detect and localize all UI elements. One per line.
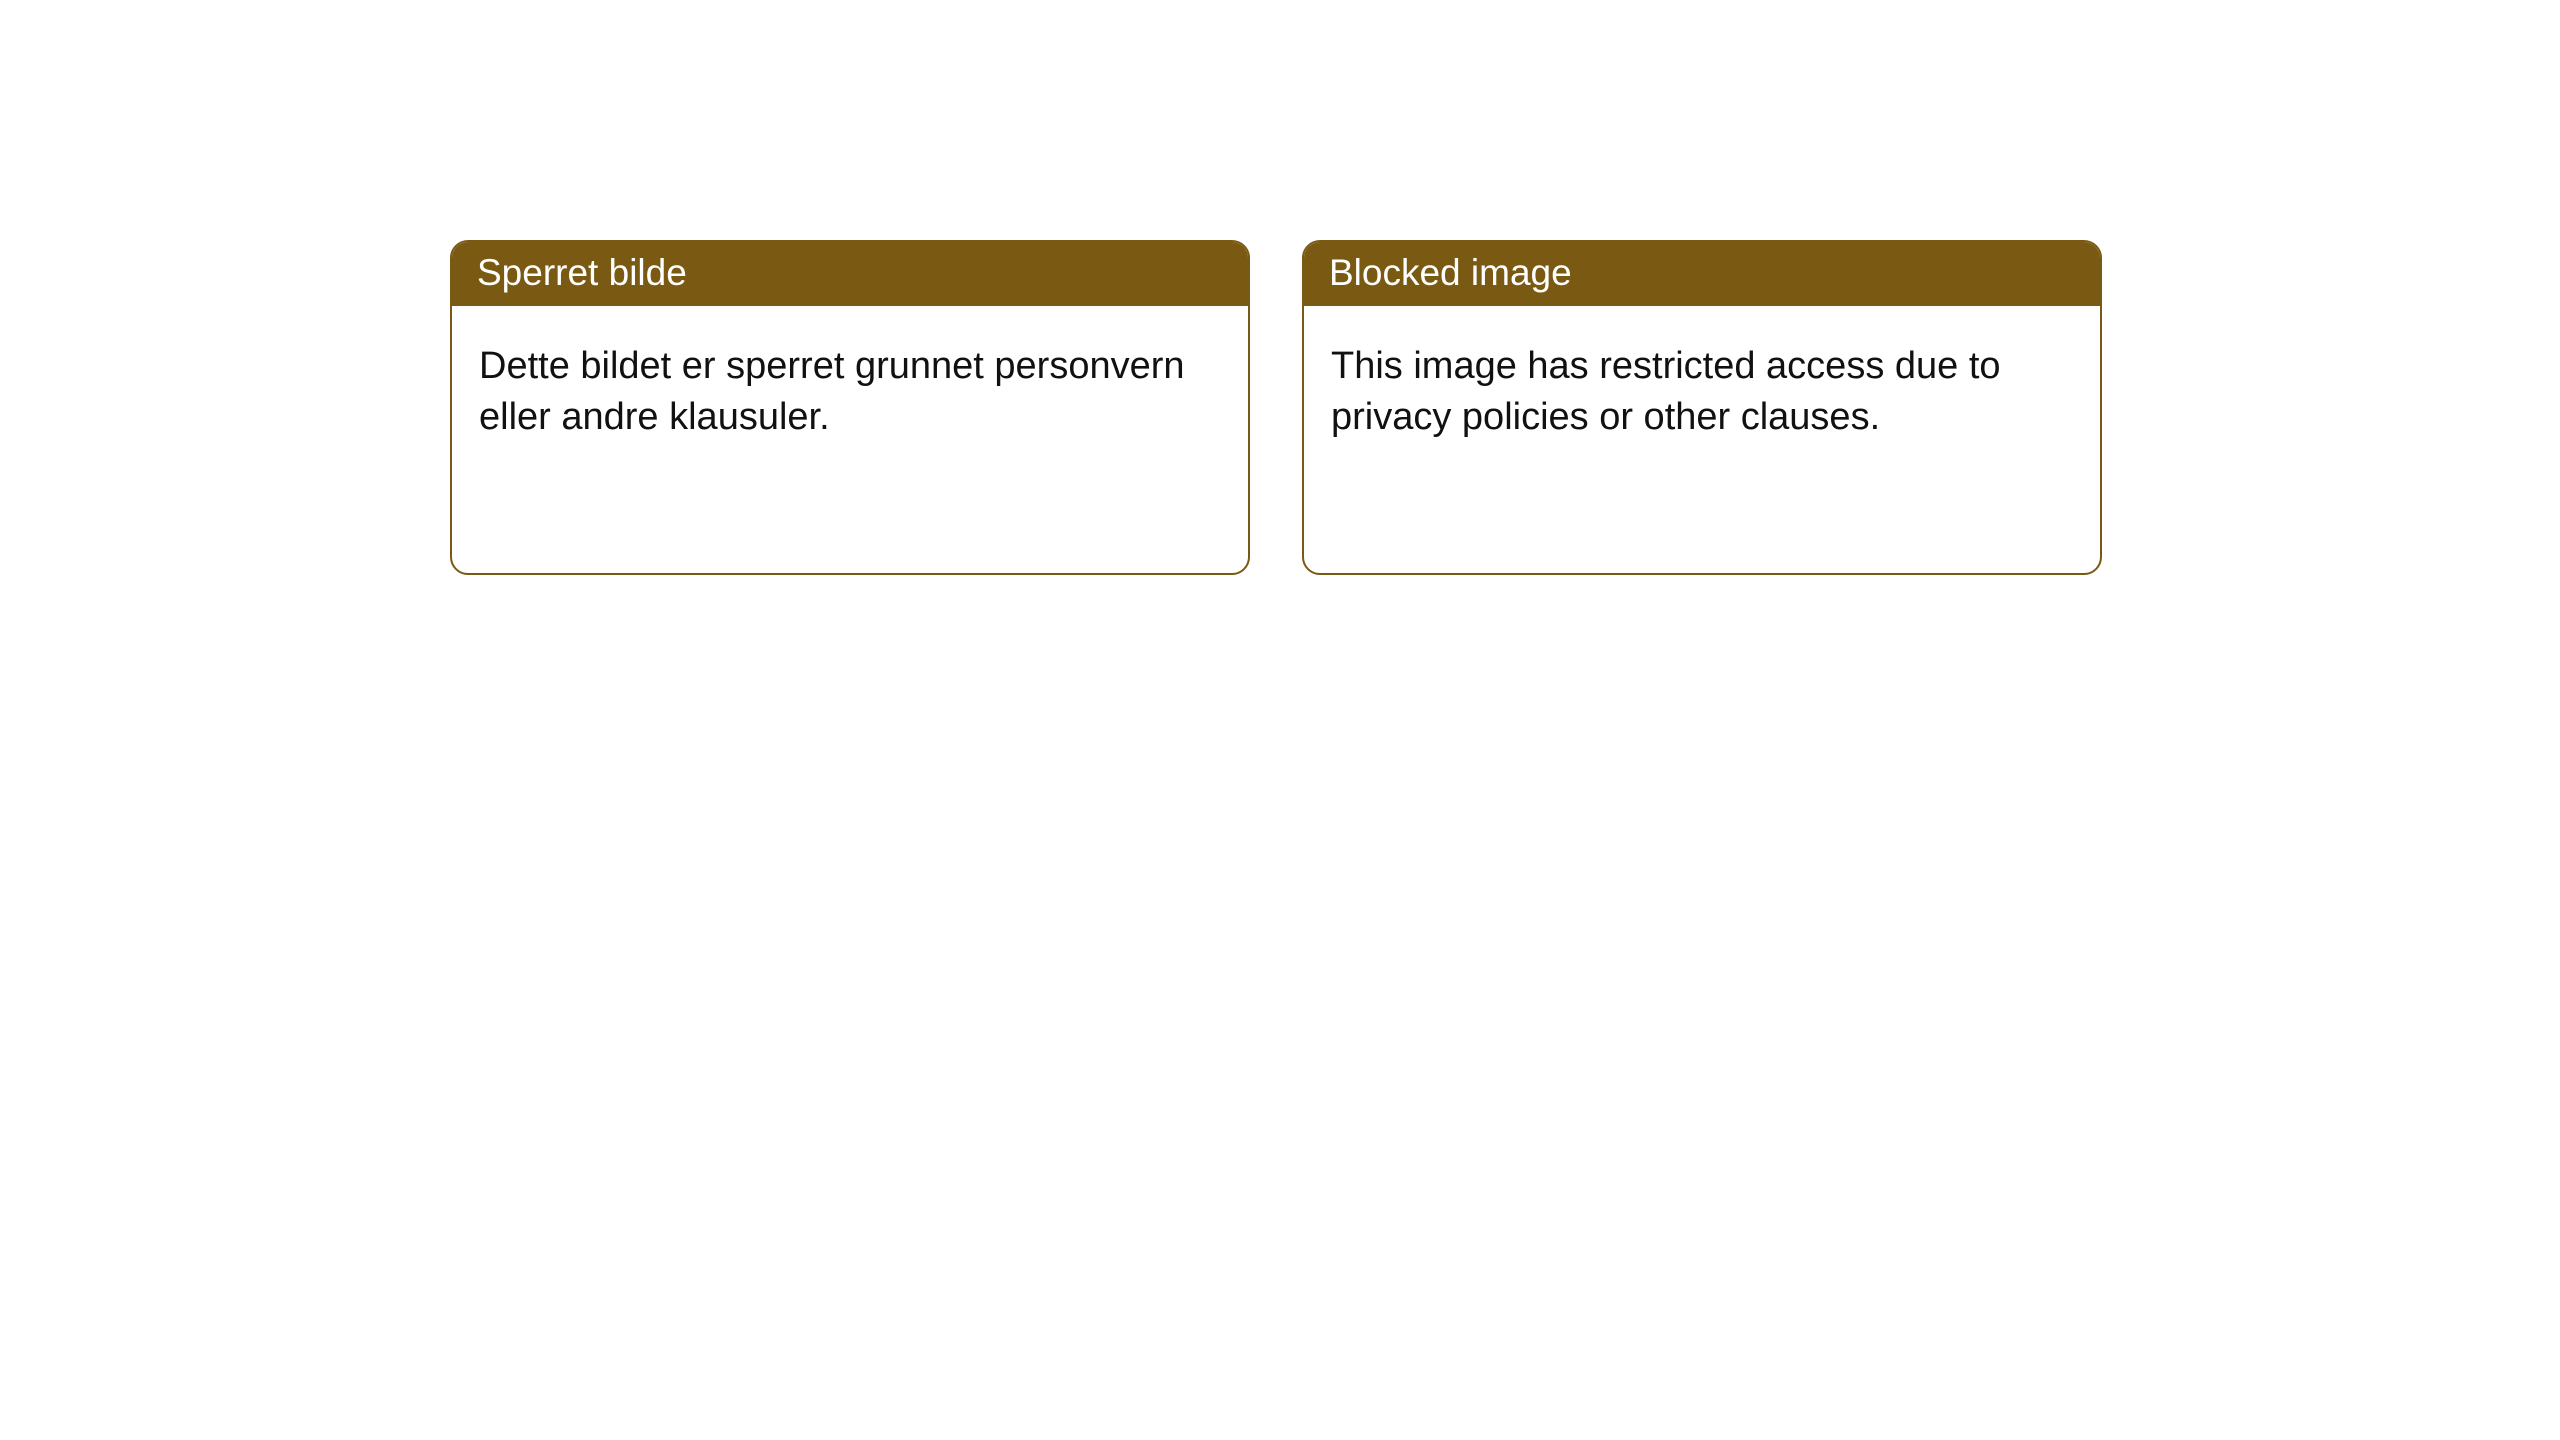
notice-text-no: Dette bildet er sperret grunnet personve… [479, 345, 1185, 438]
notice-body-no: Dette bildet er sperret grunnet personve… [452, 306, 1248, 472]
notice-text-en: This image has restricted access due to … [1331, 345, 2001, 438]
notice-title-no: Sperret bilde [477, 252, 687, 293]
notice-header-no: Sperret bilde [452, 242, 1248, 306]
notice-container: Sperret bilde Dette bildet er sperret gr… [0, 0, 2560, 575]
notice-title-en: Blocked image [1329, 252, 1572, 293]
notice-panel-en: Blocked image This image has restricted … [1302, 240, 2102, 575]
notice-body-en: This image has restricted access due to … [1304, 306, 2100, 472]
notice-panel-no: Sperret bilde Dette bildet er sperret gr… [450, 240, 1250, 575]
notice-header-en: Blocked image [1304, 242, 2100, 306]
